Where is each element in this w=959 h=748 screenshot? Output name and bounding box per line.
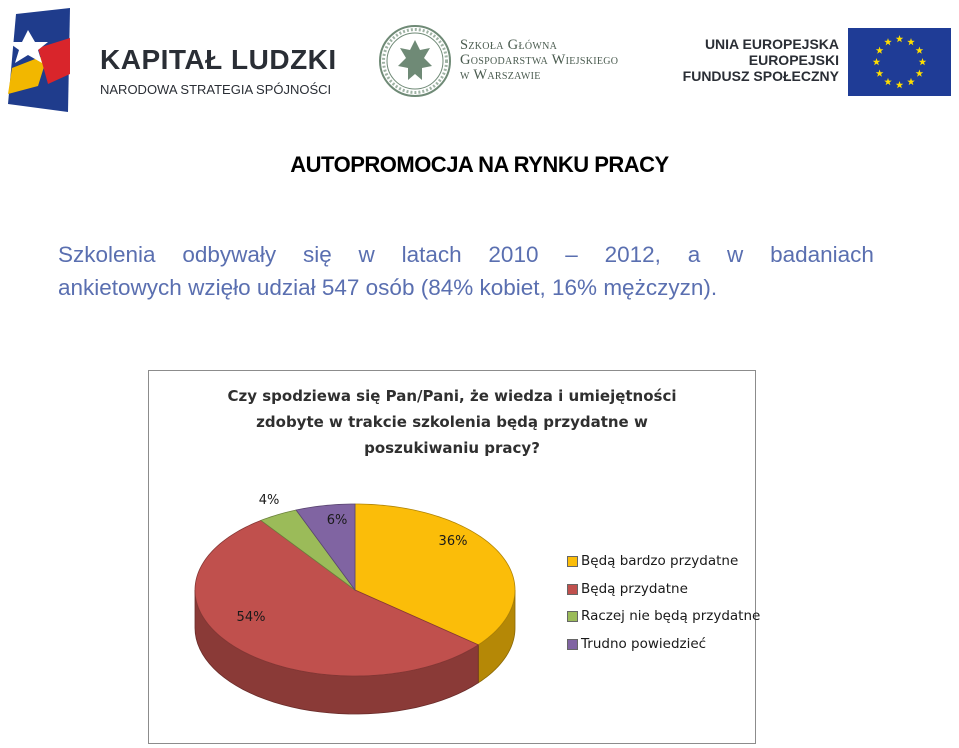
eu-star-icon xyxy=(915,46,924,54)
chart-title-line: zdobyte w trakcie szkolenia będą przydat… xyxy=(256,413,648,431)
legend-label: Trudno powiedzieć xyxy=(581,635,707,652)
chart-title-line: poszukiwaniu pracy? xyxy=(364,439,540,457)
kapital-ludzki-emblem xyxy=(8,8,70,112)
eu-star-icon xyxy=(884,38,892,46)
eu-line: FUNDUSZ SPOŁECZNY xyxy=(682,68,839,84)
eu-flag-icon xyxy=(848,28,951,96)
eu-star-icon xyxy=(907,77,915,86)
pie-slice-1 xyxy=(354,503,516,646)
intro-word: latach xyxy=(401,242,462,267)
sggw-seal-icon xyxy=(379,25,451,97)
pie-data-label: 6% xyxy=(327,513,348,528)
eu-line: UNIA EUROPEJSKA xyxy=(704,36,839,52)
eu-star-icon xyxy=(895,35,904,43)
intro-word: odbywały xyxy=(182,242,277,267)
pie-chart: 36% 54% 4% 6% xyxy=(194,493,516,715)
intro-word: 2012, xyxy=(604,242,661,267)
sggw-name: Szkoła Główna Gospodarstwa Wiejskiego w … xyxy=(460,38,618,83)
intro-word: a xyxy=(687,242,701,267)
chart-title: Czy spodziewa się Pan/Pani, że wiedza i … xyxy=(149,383,755,461)
sggw-logo: Szkoła Główna Gospodarstwa Wiejskiego w … xyxy=(378,24,648,100)
pie-slice-2 xyxy=(194,519,480,677)
eu-star-icon xyxy=(895,81,904,89)
kapital-ludzki-subtitle: NARODOWA STRATEGIA SPÓJNOŚCI xyxy=(100,82,332,97)
logo-bar: KAPITAŁ LUDZKI NARODOWA STRATEGIA SPÓJNO… xyxy=(0,0,959,120)
pie-data-label: 54% xyxy=(237,610,266,625)
eu-star-icon xyxy=(872,58,881,66)
legend-label: Będą bardzo przydatne xyxy=(581,553,739,569)
intro-word: 2010 xyxy=(488,242,539,267)
eu-star-icon xyxy=(884,77,892,86)
legend-label: Raczej nie będą przydatne xyxy=(581,608,761,624)
pie-slice-4 xyxy=(295,503,356,592)
pie-slice-3 xyxy=(260,509,356,591)
legend-label: Będą przydatne xyxy=(581,580,688,597)
intro-word: – xyxy=(565,242,578,267)
sggw-line: Szkoła Główna xyxy=(460,37,558,53)
intro-line-1: Szkolenia odbywały się w latach 2010 – 2012, a w b… xyxy=(58,238,874,271)
intro-word: się xyxy=(302,242,332,267)
intro-word: Szkolenia xyxy=(58,242,156,267)
intro-word: w xyxy=(727,242,744,267)
legend-swatch xyxy=(567,583,578,595)
sggw-line: w Warszawie xyxy=(460,67,541,83)
eu-name: UNIA EUROPEJSKA EUROPEJSKI FUNDUSZ SPOŁE… xyxy=(683,36,839,84)
intro-line-2: ankietowych wzięło udział 547 osób (84% … xyxy=(58,275,718,300)
eu-star-icon xyxy=(875,46,884,54)
pie-data-label: 36% xyxy=(439,534,468,549)
legend-swatch xyxy=(567,611,578,622)
intro-text: Szkolenia odbywały się w latach 2010 – 2012, a w b… xyxy=(58,238,874,304)
eu-star-icon xyxy=(907,38,915,46)
kapital-ludzki-title: KAPITAŁ LUDZKI xyxy=(100,44,337,75)
legend-swatch xyxy=(567,638,578,650)
intro-word: w xyxy=(358,242,375,267)
eu-star-icon xyxy=(875,69,884,77)
pie-data-label: 4% xyxy=(259,493,280,508)
chart-title-line: Czy spodziewa się Pan/Pani, że wiedza i … xyxy=(227,387,677,405)
legend-swatch xyxy=(567,556,578,567)
eu-star-icon xyxy=(918,58,927,66)
eu-star-icon xyxy=(915,69,924,77)
intro-word: badaniach xyxy=(770,242,874,267)
kapital-ludzki-logo: KAPITAŁ LUDZKI NARODOWA STRATEGIA SPÓJNO… xyxy=(8,8,338,116)
page-title: AUTOPROMOCJA NA RYNKU PRACY xyxy=(290,152,669,177)
eu-logo: UNIA EUROPEJSKA EUROPEJSKI FUNDUSZ SPOŁE… xyxy=(683,28,955,98)
eu-line: EUROPEJSKI xyxy=(748,52,839,68)
chart-frame: Czy spodziewa się Pan/Pani, że wiedza i … xyxy=(148,370,760,744)
sggw-line: Gospodarstwa Wiejskiego xyxy=(460,52,619,68)
